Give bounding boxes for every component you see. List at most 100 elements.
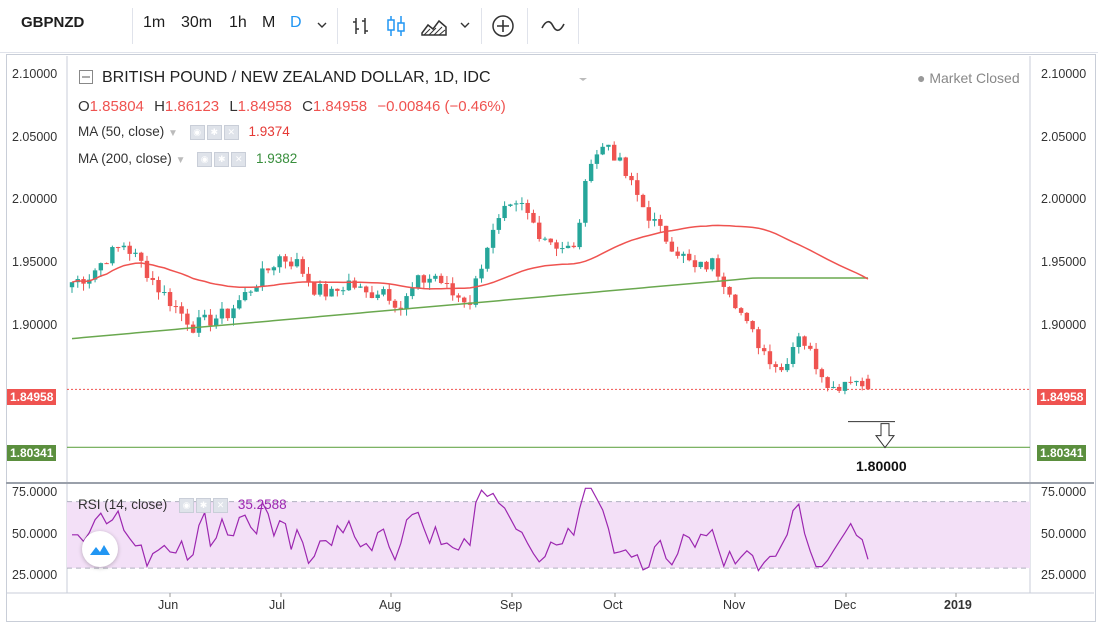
candle-body [554,242,559,249]
ma50-legend[interactable]: MA (50, close) ▼ ◉ ✱ ✕ 1.9374 [78,124,290,140]
low-value: 1.84958 [237,98,292,115]
candle-body [727,286,732,295]
left-price-label: 1.95000 [12,255,58,270]
gear-icon[interactable]: ✱ [196,497,212,513]
candle-body [110,247,115,264]
visibility-icon[interactable]: ◉ [197,151,213,167]
candle-body [652,219,657,221]
change-value: −0.00846 (−0.46%) [377,98,506,115]
open-value: 1.85804 [89,98,144,115]
candle-body [750,321,755,330]
close-icon[interactable]: ✕ [223,124,239,140]
collapse-legend-icon[interactable] [78,69,96,87]
candle-body [323,284,328,297]
ma50-label: MA (50, close) [78,124,165,139]
interval-1m[interactable]: 1m [143,14,166,31]
gear-icon[interactable]: ✱ [214,151,230,167]
candle-body [612,144,617,161]
chevron-down-icon[interactable] [577,72,589,90]
interval-month[interactable]: M [262,14,276,31]
candle-body [352,280,357,288]
candle-body [306,273,311,283]
last-price-tag-left: 1.84958 [7,389,57,405]
tradingview-logo[interactable] [82,531,118,567]
candle-body [865,378,871,390]
candle-body [669,241,675,252]
close-icon[interactable]: ✕ [231,151,247,167]
candle-body [139,252,144,261]
candle-body [761,348,767,352]
ma200-line [71,277,868,340]
rsi-left-label: 75.0000 [12,485,58,500]
ma200-value: 1.9382 [256,151,298,166]
add-indicator-icon[interactable] [491,14,515,43]
candle-body [473,278,478,305]
candle-body [404,296,409,309]
candle-body [335,288,340,291]
last-price-tag-right: 1.84958 [1037,389,1087,405]
candle-body [560,248,565,250]
candle-body [265,268,271,271]
candle-body [681,253,686,256]
candle-body [721,276,726,287]
candle-body [796,336,801,348]
rsi-legend[interactable]: RSI (14, close) ◉ ✱ ✕ 35.2588 [78,497,287,513]
candle-body [410,288,415,297]
compare-icon[interactable] [540,16,566,41]
candle-body [219,308,225,319]
chevron-down-icon[interactable]: ▼ [175,155,186,166]
candle-body [127,245,132,254]
chevron-down-icon[interactable]: ▼ [168,128,178,139]
visibility-icon[interactable]: ◉ [179,497,195,513]
target-label: 1.80000 [856,458,907,474]
candle-body [490,229,496,248]
ohlc-row: O1.85804 H1.86123 L1.84958 C1.84958 −0.0… [78,98,506,115]
candle-body [542,238,548,240]
ma50-value: 1.9374 [248,124,290,139]
candle-body [121,245,127,248]
candle-body [433,275,438,279]
rsi-value: 35.2588 [237,497,287,512]
chevron-down-icon[interactable] [316,18,328,36]
candle-body [283,256,288,262]
candle-body [744,312,750,322]
candle-body [387,289,392,301]
close-icon[interactable]: ✕ [213,497,229,513]
gear-icon[interactable]: ✱ [206,124,222,140]
right-price-label: 1.95000 [1041,255,1087,270]
candle-body [329,288,334,297]
interval-30m[interactable]: 30m [181,14,213,31]
candle-body [635,180,640,195]
candle-body [485,247,490,269]
bar-chart-icon[interactable] [350,15,372,42]
rsi-right-label: 50.0000 [1041,526,1087,541]
candle-body [767,351,773,365]
area-chart-icon[interactable] [420,15,448,42]
rsi-controls: ◉ ✱ ✕ [179,497,230,513]
candles-icon[interactable] [385,14,407,43]
ma200-legend[interactable]: MA (200, close) ▼ ◉ ✱ ✕ 1.9382 [78,151,297,167]
target-arrow-icon [875,423,895,449]
chart-pane[interactable] [6,54,1096,622]
chevron-down-icon[interactable] [459,18,471,36]
candle-body [358,286,363,288]
candle-body [606,144,611,147]
interval-day[interactable]: D [290,14,302,31]
candle-body [173,306,179,308]
market-status: ● Market Closed [917,70,1020,86]
visibility-icon[interactable]: ◉ [189,124,205,140]
candle-body [658,219,663,226]
left-price-label: 2.00000 [12,192,58,207]
time-axis-label: Sep [500,598,523,612]
candle-body [202,314,207,318]
time-axis-label: Oct [603,598,623,612]
candle-body [456,295,461,298]
candle-body [479,268,484,279]
candle-body [381,289,386,295]
toolbar: GBPNZD 1m 30m 1h M D [0,0,1098,53]
interval-1h[interactable]: 1h [229,14,247,31]
left-price-label: 2.05000 [12,129,58,144]
high-value: 1.86123 [164,98,220,115]
symbol-search[interactable]: GBPNZD [21,14,85,31]
